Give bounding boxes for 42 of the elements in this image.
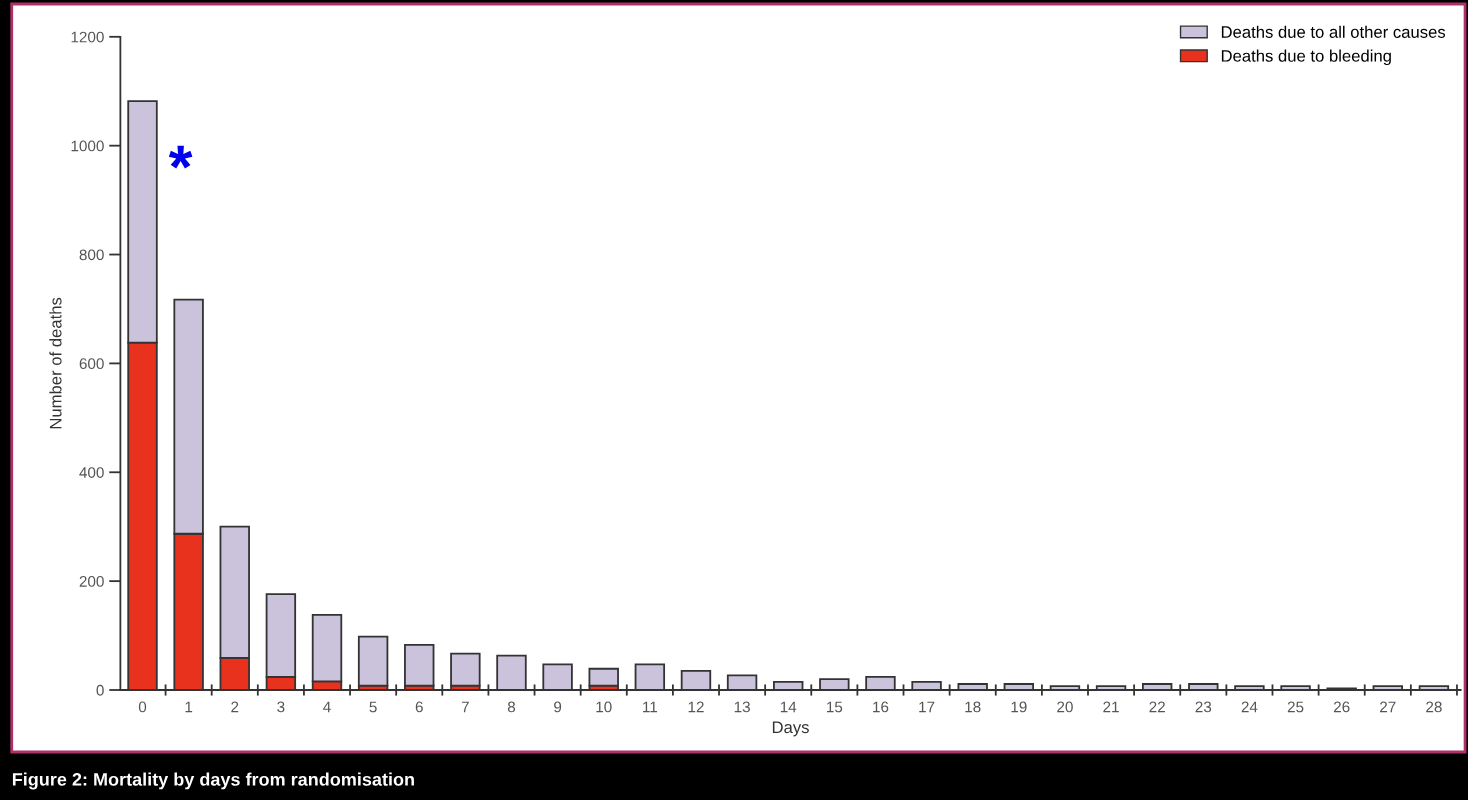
x-tick-label: 13 — [734, 701, 750, 713]
x-tick-label: 12 — [688, 701, 704, 713]
legend-label: Deaths due to bleeding — [1221, 49, 1391, 66]
x-tick-label: 6 — [415, 701, 423, 713]
y-axis-title: Number of deaths — [49, 297, 62, 429]
x-tick-label: 10 — [596, 701, 612, 713]
x-tick-label: 14 — [780, 701, 797, 713]
x-tick-label: 22 — [1149, 701, 1165, 713]
x-tick-label: 23 — [1195, 701, 1212, 713]
y-tick-label: 400 — [79, 467, 104, 478]
x-tick-label: 27 — [1380, 701, 1396, 713]
x-tick-label: 11 — [643, 701, 658, 713]
legend-label: Deaths due to all other causes — [1221, 25, 1446, 38]
x-tick-label: 24 — [1241, 701, 1258, 713]
x-tick-label: 9 — [554, 701, 562, 713]
x-tick-label: 25 — [1287, 701, 1304, 713]
x-tick-label: 15 — [827, 701, 843, 713]
x-tick-label: 19 — [1011, 701, 1027, 713]
y-tick-label: 1200 — [71, 31, 104, 43]
x-tick-label: 2 — [231, 701, 239, 713]
y-tick-label: 200 — [79, 576, 104, 587]
y-tick-label: 800 — [79, 249, 104, 261]
x-tick-label: 5 — [369, 701, 377, 713]
x-tick-label: 26 — [1333, 701, 1350, 713]
x-tick-label: 20 — [1057, 701, 1073, 713]
y-tick-label: 1000 — [71, 140, 104, 152]
x-tick-label: 21 — [1103, 701, 1119, 713]
annotation: * — [168, 145, 193, 169]
x-tick-label: 4 — [323, 701, 331, 713]
x-tick-label: 17 — [919, 701, 935, 713]
x-tick-label: 3 — [277, 701, 285, 713]
x-axis-title: Days — [772, 721, 809, 737]
x-tick-label: 1 — [185, 701, 193, 713]
x-tick-label: 28 — [1426, 701, 1442, 713]
x-tick-label: 18 — [965, 701, 981, 713]
y-tick-label: 600 — [79, 358, 104, 370]
x-tick-label: 7 — [461, 701, 469, 713]
caption: Figure 2: Mortality by days from randomisation — [12, 772, 414, 790]
x-tick-label: 8 — [507, 701, 516, 713]
y-tick-label: 0 — [96, 684, 104, 696]
x-tick-label: 16 — [873, 701, 889, 713]
x-tick-label: 0 — [138, 701, 147, 713]
